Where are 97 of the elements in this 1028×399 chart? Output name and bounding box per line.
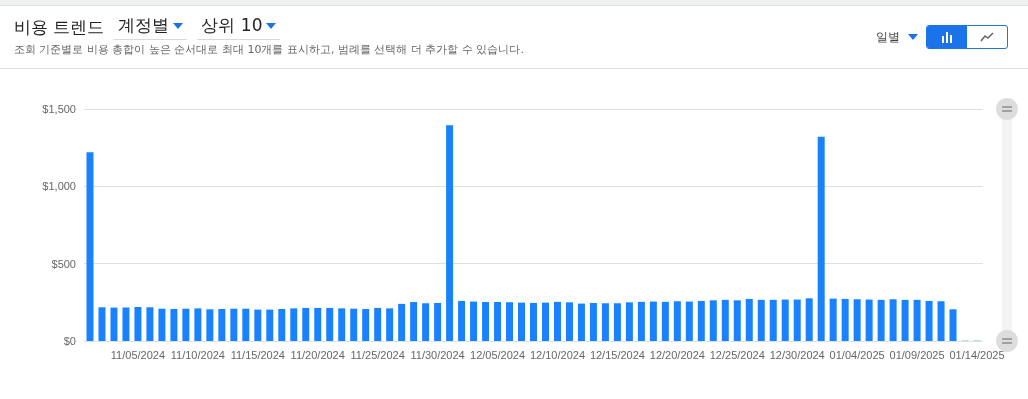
bar [913, 299, 921, 341]
bar [434, 302, 442, 341]
bar [374, 307, 382, 341]
x-tick-label: 12/30/2024 [769, 348, 825, 361]
bar [565, 302, 573, 341]
x-tick-label: 12/20/2024 [649, 348, 705, 361]
x-tick-label: 12/15/2024 [589, 348, 645, 361]
bar [266, 309, 274, 341]
bar [410, 302, 418, 341]
bar [530, 302, 537, 341]
bar [925, 300, 933, 341]
x-tick-label: 11/20/2024 [290, 348, 345, 361]
bar [494, 302, 502, 341]
bar [386, 308, 394, 341]
bar [158, 308, 166, 341]
bar [661, 301, 669, 341]
bar [841, 298, 849, 341]
bar [242, 308, 250, 341]
chart-title: 비용 트렌드 [14, 15, 105, 39]
bar [218, 308, 226, 341]
bar [817, 136, 825, 341]
bar [901, 299, 909, 341]
bar [805, 298, 813, 341]
bar [146, 307, 154, 341]
bar [613, 303, 621, 341]
bar [733, 300, 741, 341]
bar [601, 303, 609, 341]
bar [889, 299, 897, 341]
x-tick-label: 12/10/2024 [529, 348, 585, 361]
x-tick-label: 11/15/2024 [230, 348, 285, 361]
bar [362, 308, 370, 341]
bar [757, 299, 765, 341]
text: 상위 10 [201, 14, 263, 37]
bar [254, 309, 262, 341]
bar [302, 307, 310, 341]
bar [553, 301, 561, 341]
bar [949, 309, 957, 341]
bar [709, 300, 717, 341]
bar [170, 308, 178, 341]
chart-subtitle: 조회 기준별로 비용 총합이 높은 순서대로 최대 10개를 표시하고, 범례를 선택해 더 추가할 수 있습니다. [14, 42, 524, 57]
bar [829, 298, 837, 341]
x-tick-label: 11/30/2024 [410, 348, 465, 361]
bar [865, 299, 873, 341]
bar [482, 302, 490, 341]
text: 계정별 [118, 14, 170, 37]
x-tick-label: 11/05/2024 [110, 348, 166, 361]
y-tick-label: $1,500 [42, 103, 76, 115]
bar [589, 302, 597, 341]
bar [685, 301, 693, 341]
bar [697, 300, 705, 341]
x-tick-label: 01/09/2025 [889, 348, 945, 361]
text: 일별 [876, 28, 900, 46]
bar [649, 301, 657, 341]
bar [937, 301, 945, 341]
bar [194, 308, 202, 341]
x-tick-label: 11/10/2024 [170, 348, 225, 361]
bar [769, 299, 777, 341]
y-tick-label: $1,000 [42, 180, 76, 193]
y-tick-label: $500 [51, 257, 76, 270]
bar [338, 308, 346, 341]
y-tick-label: $0 [63, 335, 76, 347]
x-tick-label: 12/05/2024 [470, 348, 526, 361]
x-tick-label: 11/25/2024 [350, 348, 405, 361]
bar [326, 307, 334, 341]
bar [86, 152, 94, 341]
bar [745, 298, 753, 341]
x-tick-label: 01/14/2025 [949, 348, 1005, 361]
bar [721, 299, 729, 341]
bar [206, 309, 214, 341]
bar [637, 301, 645, 341]
bar [518, 302, 526, 341]
bar [110, 307, 118, 341]
x-tick-label: 01/04/2025 [829, 348, 885, 361]
bar [182, 308, 190, 341]
bar [134, 306, 142, 341]
bar [541, 302, 549, 341]
bar [278, 308, 286, 341]
bar [577, 303, 585, 341]
bar [122, 307, 130, 341]
bar [422, 303, 430, 341]
bar [625, 302, 633, 341]
bar [290, 308, 298, 341]
bar [446, 125, 454, 341]
bar [793, 299, 801, 341]
bar [853, 299, 861, 341]
bar [458, 300, 466, 341]
bar [470, 301, 478, 341]
bar [350, 308, 358, 341]
bar [398, 303, 406, 341]
bar [506, 302, 514, 341]
bar [877, 299, 885, 341]
bar [230, 308, 238, 341]
x-tick-label: 12/25/2024 [709, 348, 765, 361]
bar [98, 307, 106, 341]
bar [781, 299, 789, 341]
bar [314, 307, 322, 341]
bar [673, 301, 681, 341]
